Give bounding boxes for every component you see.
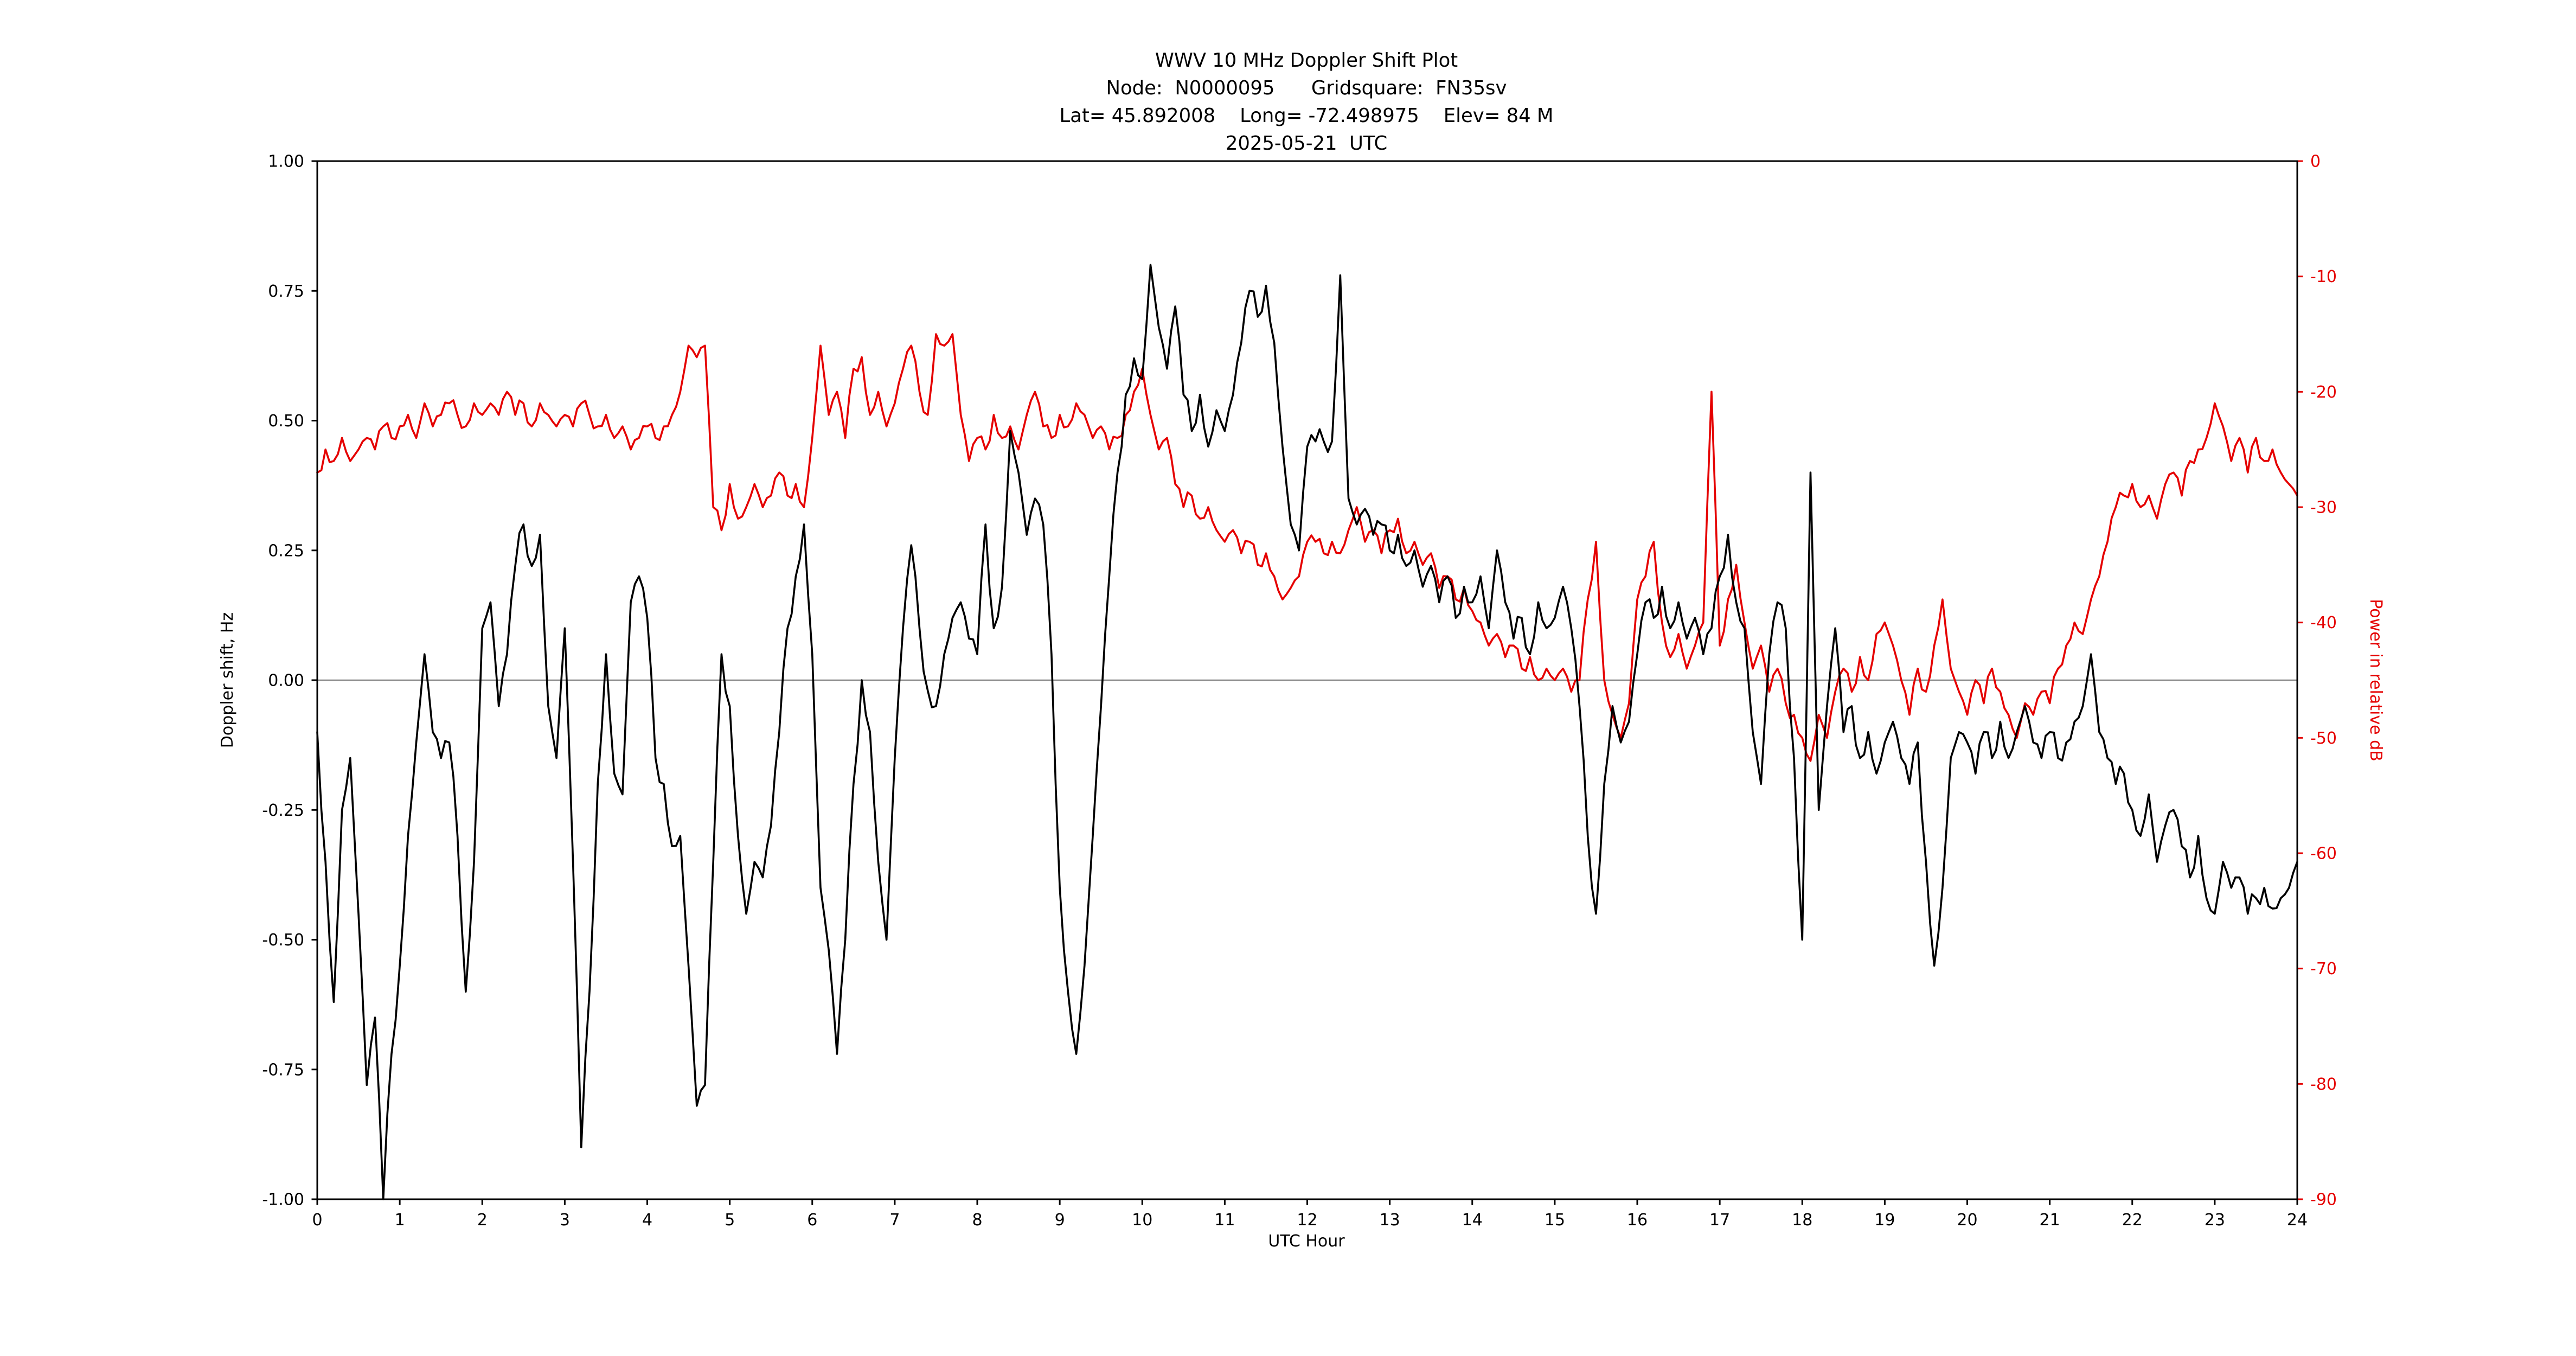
x-tick-label: 15 — [1545, 1211, 1565, 1230]
x-tick-label: 21 — [2040, 1211, 2060, 1230]
axis-ticks: 0 1 2 3 4 5 6 7 8 9 10 11 12 13 14 15 16 17 18 19 20 21 22 23 24… — [262, 152, 2337, 1230]
x-tick-label: 8 — [972, 1211, 982, 1230]
y-left-tick-label: -1.00 — [262, 1191, 304, 1210]
y-right-tick-label: 0 — [2310, 152, 2321, 171]
y-left-tick-label: -0.50 — [262, 931, 304, 950]
x-tick-label: 7 — [889, 1211, 900, 1230]
plot-subtitle-node-gridsquare: Node: N0000095 Gridsquare: FN35sv — [1106, 77, 1507, 99]
y-left-tick-label: -0.25 — [262, 801, 304, 820]
y-right-tick-label: -80 — [2310, 1075, 2337, 1094]
x-tick-label: 11 — [1214, 1211, 1235, 1230]
x-tick-label: 19 — [1874, 1211, 1895, 1230]
plot-frame — [316, 160, 2298, 1200]
x-tick-label: 20 — [1957, 1211, 1977, 1230]
y-right-tick-label: -50 — [2310, 729, 2337, 748]
y-left-tick-label: 0.75 — [268, 282, 304, 301]
power-series-line — [316, 333, 2298, 762]
x-tick-label: 4 — [642, 1211, 652, 1230]
plot-title: WWV 10 MHz Doppler Shift Plot — [1155, 49, 1458, 72]
doppler-series-line — [316, 264, 2298, 1200]
x-tick-label: 6 — [807, 1211, 817, 1230]
y-right-tick-label: -90 — [2310, 1191, 2337, 1210]
y-axis-label-left: Doppler shift, Hz — [218, 612, 237, 748]
y-right-tick-label: -10 — [2310, 267, 2337, 286]
x-tick-label: 9 — [1055, 1211, 1065, 1230]
plot-subtitle-date: 2025-05-21 UTC — [1226, 132, 1387, 155]
y-left-tick-label: 1.00 — [268, 152, 304, 171]
x-tick-label: 23 — [2205, 1211, 2225, 1230]
x-tick-label: 1 — [395, 1211, 405, 1230]
x-tick-label: 3 — [560, 1211, 570, 1230]
x-tick-label: 12 — [1297, 1211, 1317, 1230]
y-left-tick-label: -0.75 — [262, 1060, 304, 1079]
x-tick-label: 14 — [1462, 1211, 1483, 1230]
x-axis-label: UTC Hour — [1268, 1232, 1345, 1251]
x-tick-label: 13 — [1380, 1211, 1400, 1230]
x-tick-label: 0 — [312, 1211, 322, 1230]
x-tick-label: 16 — [1627, 1211, 1648, 1230]
y-right-tick-label: -30 — [2310, 498, 2337, 517]
x-tick-label: 17 — [1709, 1211, 1730, 1230]
y-left-tick-label: 0.25 — [268, 541, 304, 560]
y-right-tick-label: -70 — [2310, 960, 2337, 978]
x-tick-label: 22 — [2122, 1211, 2143, 1230]
x-tick-label: 2 — [477, 1211, 488, 1230]
y-left-tick-label: 0.50 — [268, 412, 304, 431]
x-tick-label: 5 — [725, 1211, 735, 1230]
plot-subtitle-lat-long-elev: Lat= 45.892008 Long= -72.498975 Elev= 84… — [1060, 105, 1554, 127]
y-right-tick-label: -20 — [2310, 383, 2337, 402]
y-axis-label-right: Power in relative dB — [2366, 599, 2385, 761]
y-left-tick-label: 0.00 — [268, 671, 304, 690]
y-right-tick-label: -40 — [2310, 613, 2337, 632]
y-right-tick-label: -60 — [2310, 845, 2337, 864]
x-tick-label: 10 — [1132, 1211, 1152, 1230]
x-tick-label: 18 — [1792, 1211, 1812, 1230]
x-tick-label: 24 — [2287, 1211, 2308, 1230]
